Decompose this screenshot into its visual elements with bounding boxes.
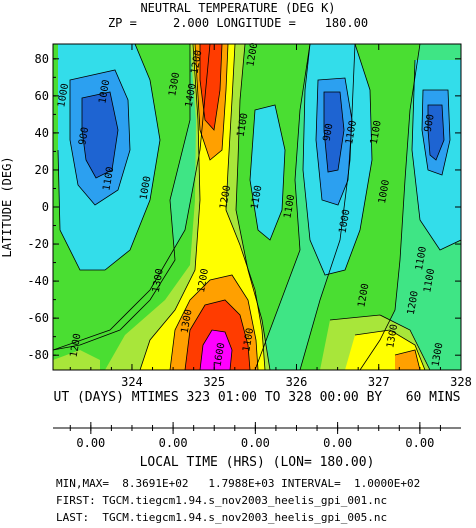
contour-label: 1300 [167,71,182,97]
x-tick-label: 328 [450,375,472,389]
local-time-tick-label: 0.00 [241,436,270,450]
contour-label: 1300 [385,323,400,349]
contour-label: 1200 [189,49,204,75]
contour-lines [53,44,461,370]
contour-fill [53,44,461,370]
contour-label: 1200 [218,184,233,210]
y-tick-label: 80 [35,52,49,66]
minmax-info: MIN,MAX= 8.3691E+02 1.7988E+03 INTERVAL=… [56,477,421,490]
y-axis-title: LATITUDE (DEG) [0,156,14,257]
x-axis-ticks [69,44,462,370]
x-axis-labels: 324 325 326 327 328 [121,375,472,389]
y-tick-label: -20 [27,237,49,251]
local-time-labels: 0.00 0.00 0.00 0.00 0.00 [76,436,434,450]
contour-label: 1000 [56,83,71,109]
contour-label: 1100 [249,184,264,210]
local-time-tick-label: 0.00 [323,436,352,450]
chart-subtitle: ZP = 2.000 LONGITUDE = 180.00 [107,16,369,30]
contour-label: 900 [77,126,91,146]
contour-label: 1300 [180,309,195,335]
contour-label: 1100 [241,327,256,353]
contour-label: 1100 [101,166,116,192]
y-axis-labels: 80 60 40 20 0 -20 -40 -60 -80 [27,52,49,362]
contour-label: 1100 [369,120,384,146]
local-time-ticks [69,422,441,434]
local-time-tick-label: 0.00 [405,436,434,450]
contour-label: 1100 [414,246,429,272]
y-tick-label: 20 [35,163,49,177]
contour-label: 900 [322,123,336,143]
y-tick-label: -60 [27,311,49,325]
chart-title: NEUTRAL TEMPERATURE (DEG K) [140,1,336,15]
first-file: FIRST: TGCM.tiegcm1.94.s_nov2003_heelis_… [56,494,388,507]
y-tick-label: 60 [35,89,49,103]
contour-label: 1000 [377,179,392,205]
contour-label: 1200 [245,42,260,68]
contour-label: 1200 [196,268,211,294]
contour-label: 1000 [338,209,353,235]
x-tick-label: 327 [368,375,390,389]
x-tick-label: 324 [121,375,143,389]
contour-label: 1000 [97,79,112,105]
y-axis-ticks [53,58,461,356]
contour-label: 1100 [422,268,437,294]
last-file: LAST: TGCM.tiegcm1.94.s_nov2003_heelis_g… [56,511,388,524]
local-time-tick-label: 0.00 [159,436,188,450]
contour-label: 1400 [184,83,199,109]
contour-label: 1200 [356,283,371,309]
local-time-axis-title: LOCAL TIME (HRS) (LON= 180.00) [139,455,375,470]
contour-label: 900 [423,113,437,133]
y-tick-label: -80 [27,348,49,362]
x-tick-label: 325 [203,375,225,389]
contour-label: 1600 [212,342,227,368]
contour-label: 1200 [406,290,421,316]
local-time-tick-label: 0.00 [76,436,105,450]
y-tick-label: -40 [27,274,49,288]
contour-label: 1100 [236,112,251,138]
x-tick-label: 326 [286,375,308,389]
contour-label: 1300 [151,268,166,294]
contour-label: 1100 [344,120,359,146]
contour-label: 1100 [282,194,297,220]
x-axis-title: UT (DAYS) MTIMES 323 01:00 TO 328 00:00 … [53,390,461,405]
contour-label: 1200 [69,333,84,359]
contour-label: 1000 [138,175,153,201]
y-tick-label: 0 [42,200,49,214]
contour-label: 1300 [430,342,445,368]
y-tick-label: 40 [35,126,49,140]
